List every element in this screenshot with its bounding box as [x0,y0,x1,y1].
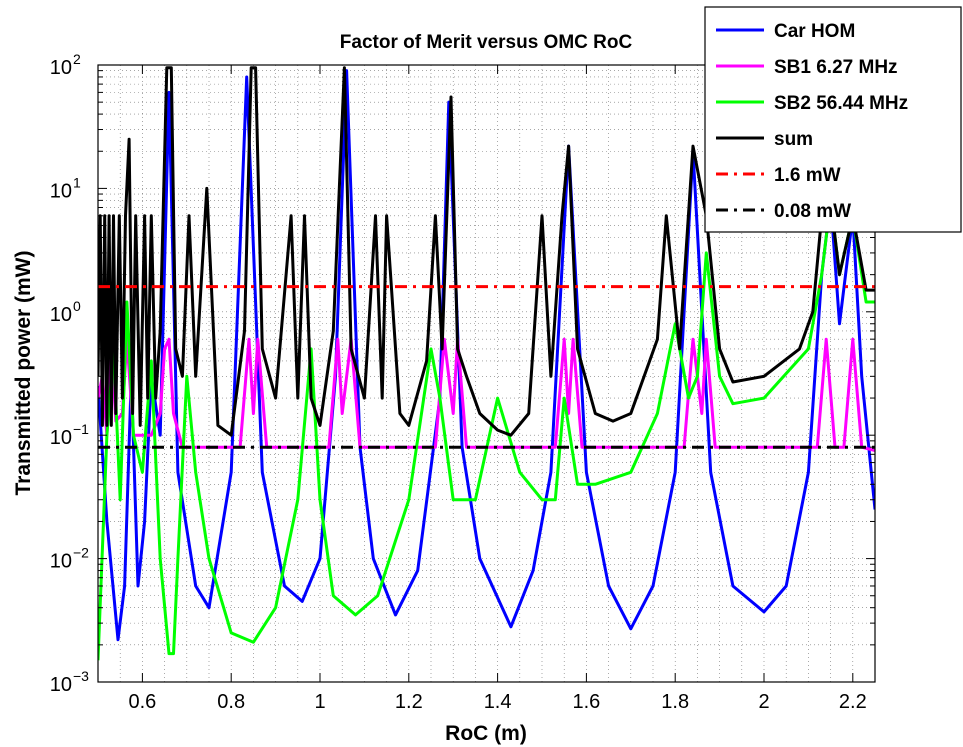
legend-label: SB2 56.44 MHz [774,93,908,114]
y-tick-exponent: −1 [73,421,89,437]
legend-label: SB1 6.27 MHz [774,57,898,78]
x-tick-label: 1 [314,691,325,713]
legend-label: Car HOM [774,21,855,42]
y-tick-exponent: −3 [73,668,89,684]
y-tick-exponent: −2 [73,545,89,561]
y-tick-label: 10 [50,304,72,326]
y-tick-label: 10 [50,427,72,449]
legend: Car HOM SB1 6.27 MHz SB2 56.44 MHz sum 1.6 m… [705,7,961,232]
x-tick-label: 0.6 [128,691,156,713]
y-tick-exponent: 0 [73,298,81,314]
x-tick-label: 2.2 [839,691,867,713]
x-tick-label: 2 [758,691,769,713]
chart-title: Factor of Merit versus OMC RoC [340,32,633,53]
x-tick-label: 1.4 [484,691,512,713]
x-tick-label: 1.6 [572,691,600,713]
x-axis-label: RoC (m) [445,722,527,745]
y-tick-exponent: 1 [73,174,81,190]
y-tick-label: 10 [50,180,72,202]
legend-label: sum [774,129,813,150]
y-tick-label: 10 [50,551,72,573]
x-tick-label: 1.8 [661,691,689,713]
y-tick-label: 10 [50,57,72,79]
x-tick-label: 0.8 [217,691,245,713]
x-tick-label: 1.2 [395,691,423,713]
y-tick-exponent: 2 [73,51,81,67]
legend-label: 0.08 mW [774,201,851,222]
y-tick-label: 10 [50,674,72,696]
legend-label: 1.6 mW [774,165,841,186]
y-axis-label: Transmitted power (mW) [12,250,35,495]
